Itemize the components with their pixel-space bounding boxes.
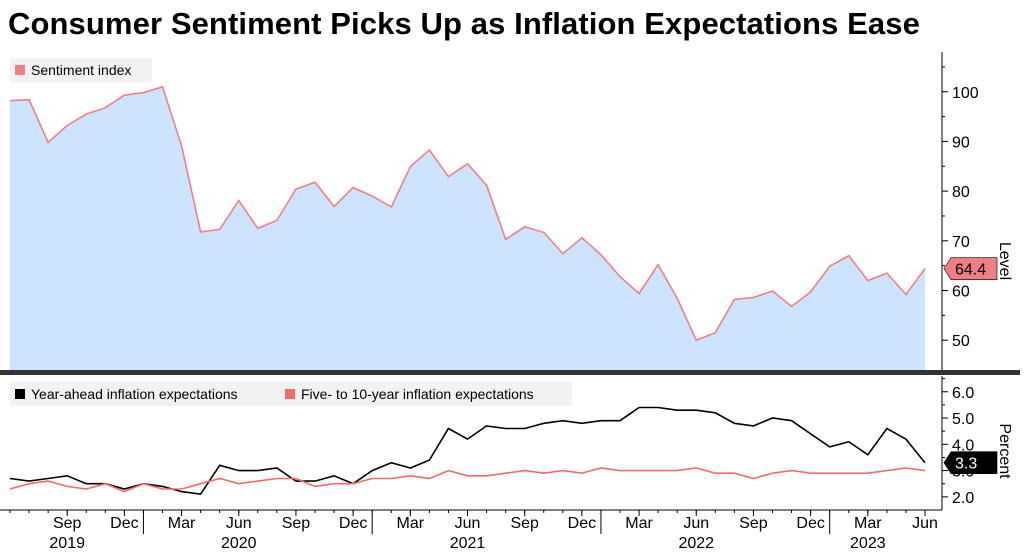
x-month-label: Jun <box>912 515 938 532</box>
panel-divider <box>0 370 1020 375</box>
inflation-last-value-tag <box>943 451 998 475</box>
x-month-label: Mar <box>625 515 653 532</box>
top-y-tick-label: 90 <box>952 134 970 151</box>
x-year-label: 2020 <box>221 535 257 552</box>
top-y-tick-label: 50 <box>952 333 970 350</box>
top-y-axis-title: Level <box>996 242 1013 280</box>
year-ahead-inflation-line <box>9 406 926 496</box>
x-year-label: 2021 <box>450 535 486 552</box>
sentiment-legend-swatch <box>15 65 25 75</box>
top-y-tick-label: 100 <box>952 85 979 102</box>
x-month-label: Mar <box>854 515 882 532</box>
sentiment-last-value-label: 64.4 <box>955 262 986 279</box>
x-year-label: 2022 <box>678 535 714 552</box>
long-term-legend-swatch <box>285 389 295 399</box>
x-month-label: Sep <box>510 515 539 532</box>
top-y-tick-label: 60 <box>952 284 970 301</box>
bottom-y-tick-label: 2.0 <box>952 490 974 507</box>
sentiment-legend-label: Sentiment index <box>31 62 131 78</box>
x-month-label: Dec <box>110 515 138 532</box>
x-month-label: Jun <box>455 515 481 532</box>
x-month-label: Sep <box>282 515 311 532</box>
top-legend: Sentiment index <box>10 58 152 82</box>
sentiment-area-fill <box>10 86 925 371</box>
bottom-y-axis-title: Percent <box>996 423 1013 479</box>
x-month-label: Jun <box>683 515 709 532</box>
long-term-inflation-line <box>9 467 926 493</box>
top-legend-box <box>10 58 152 82</box>
x-month-label: Dec <box>796 515 824 532</box>
x-month-label: Mar <box>397 515 425 532</box>
sentiment-last-value-tag <box>943 257 998 280</box>
x-year-label: 2019 <box>49 535 85 552</box>
x-month-label: Sep <box>53 515 82 532</box>
x-month-label: Dec <box>568 515 596 532</box>
long-term-legend-label: Five- to 10-year inflation expectations <box>301 386 534 402</box>
x-month-label: Sep <box>739 515 768 532</box>
sentiment-index-line <box>9 85 926 342</box>
year-ahead-legend-label: Year-ahead inflation expectations <box>31 386 238 402</box>
bottom-y-tick-label: 5.0 <box>952 411 974 428</box>
bottom-y-tick-label: 6.0 <box>952 385 974 402</box>
bottom-y-tick-label: 4.0 <box>952 437 974 454</box>
chart-title: Consumer Sentiment Picks Up as Inflation… <box>8 6 920 41</box>
year-ahead-legend-swatch <box>15 389 25 399</box>
top-y-tick-label: 70 <box>952 234 970 251</box>
x-year-label: 2023 <box>850 535 886 552</box>
inflation-last-value-label: 3.3 <box>955 456 977 473</box>
bottom-legend: Year-ahead inflation expectations Five- t… <box>10 382 572 406</box>
x-month-label: Mar <box>168 515 196 532</box>
x-month-label: Jun <box>226 515 252 532</box>
x-month-label: Dec <box>339 515 367 532</box>
top-y-tick-label: 80 <box>952 184 970 201</box>
